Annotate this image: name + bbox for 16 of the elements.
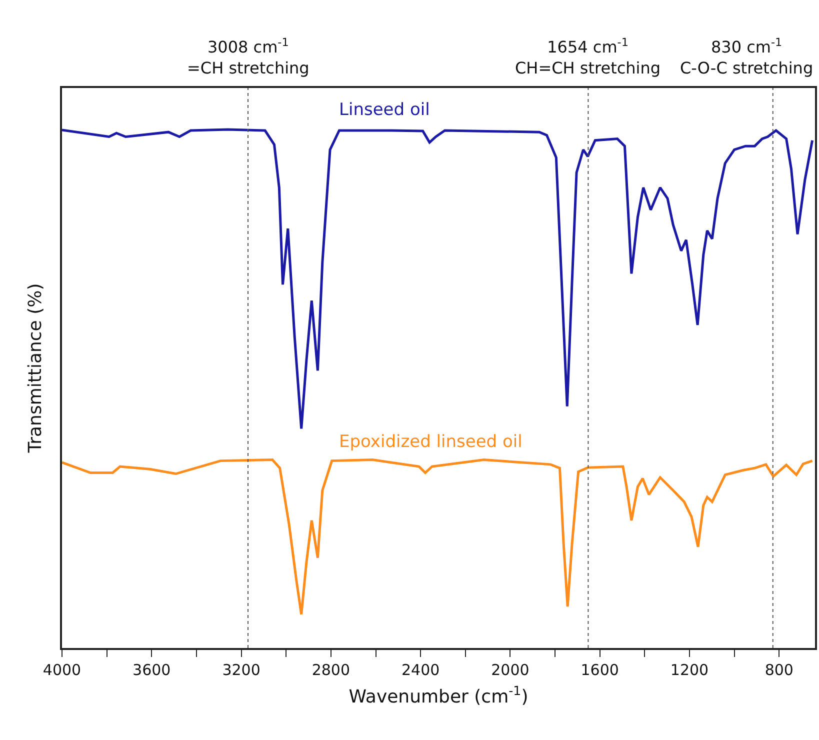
x-tick-label: 1200: [670, 660, 709, 679]
series-label: Epoxidized linseed oil: [339, 432, 522, 452]
x-tick-label: 800: [764, 660, 794, 679]
x-tick-label: 1600: [580, 660, 619, 679]
y-axis-title: Transmittiance (%): [24, 283, 46, 454]
x-tick-label: 3200: [222, 660, 260, 679]
series-label: Linseed oil: [339, 100, 430, 120]
x-tick-label: 4000: [42, 660, 82, 679]
x-tick-label: 2800: [312, 660, 350, 679]
x-tick-label: 3600: [132, 660, 171, 679]
x-tick-label: 2400: [401, 660, 440, 679]
x-tick-label: 2000: [491, 660, 530, 679]
x-axis-title: Wavenumber (cm$^{-1}$): [348, 682, 528, 708]
ref-line-label: 830 cm$^{-1}$ C-O-C stretching: [680, 36, 814, 78]
ref-line-label: 1654 cm$^{-1}$ CH=CH stretching: [515, 36, 661, 78]
ref-line-label: 3008 cm$^{-1}$ =CH stretching: [187, 36, 310, 78]
